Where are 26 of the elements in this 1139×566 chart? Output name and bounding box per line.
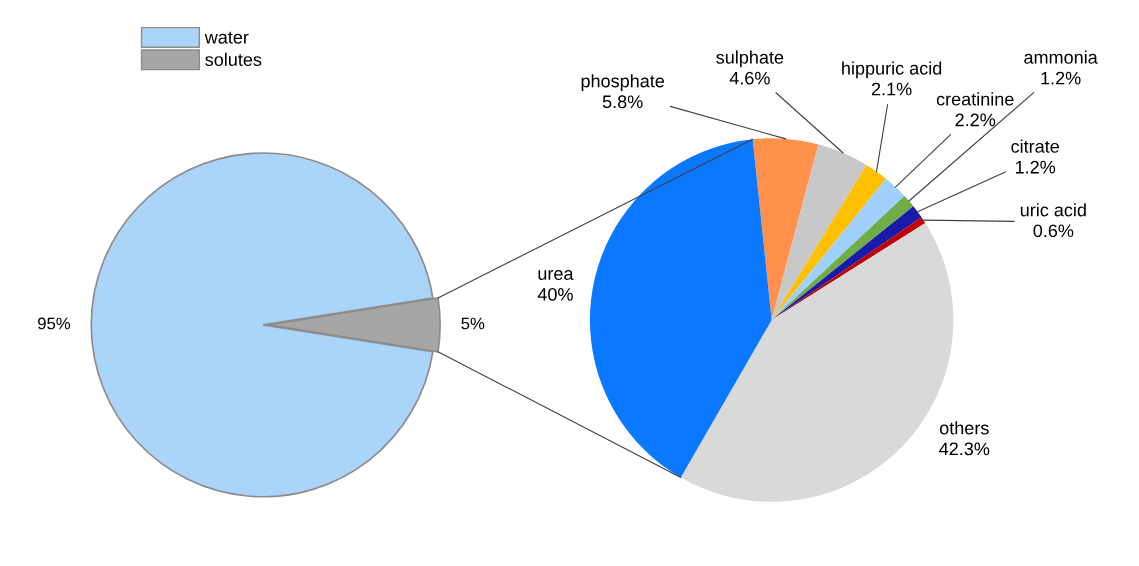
legend-label: solutes <box>205 52 262 67</box>
slice-label: hippuric acid <box>842 61 942 79</box>
slice-label: others <box>939 421 989 435</box>
slice-label: citrate <box>1011 139 1059 153</box>
data-label: 4.6% <box>729 71 770 85</box>
slice-label: phosphate <box>581 74 665 91</box>
slice-label: sulphate <box>716 50 784 68</box>
pie-slice <box>771 165 887 321</box>
pie-slice <box>589 139 772 478</box>
data-label: 2.2% <box>955 113 996 127</box>
legend-label: water <box>204 31 249 44</box>
data-label: 40% <box>537 287 573 301</box>
pie-slice <box>771 144 867 321</box>
slice-label: uric acid <box>1020 203 1086 217</box>
data-label: 42.3% <box>939 442 990 456</box>
data-label: 5.8% <box>602 95 643 109</box>
slice-label: urea <box>538 270 574 281</box>
data-label: 0.6% <box>1033 224 1074 238</box>
data-label: 95% <box>38 317 71 330</box>
pie-slice <box>752 138 819 321</box>
slice-label: creatinine <box>936 92 1014 106</box>
data-label: 1.2% <box>1041 71 1081 85</box>
data-label: 5% <box>461 317 485 330</box>
data-label: 2.1% <box>871 82 912 96</box>
data-label: 1.2% <box>1015 160 1056 174</box>
slice-label: ammonia <box>1024 50 1098 64</box>
